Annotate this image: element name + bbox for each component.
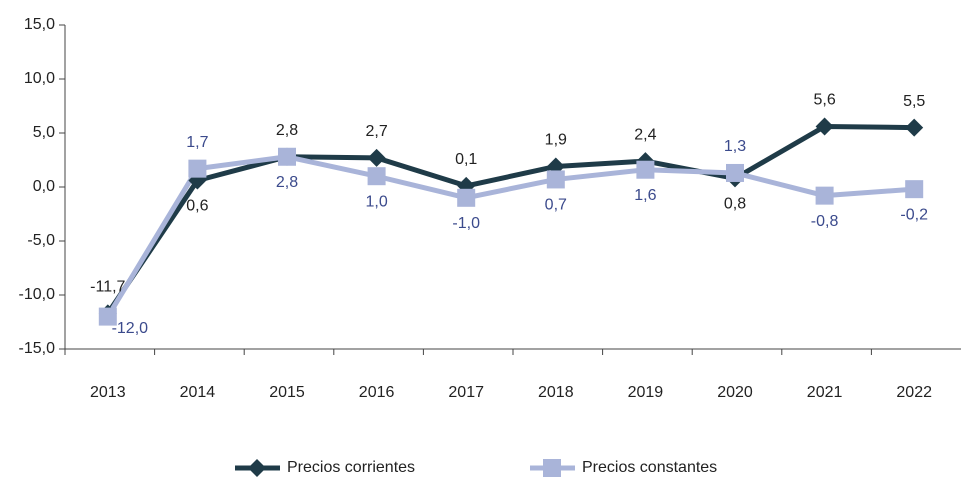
- point: [815, 117, 834, 136]
- value-label: 5,6: [813, 92, 835, 109]
- x-tick-label: 2018: [538, 384, 574, 401]
- x-tick-label: 2017: [448, 384, 484, 401]
- value-label: -12,0: [112, 320, 149, 337]
- value-label: 1,6: [634, 187, 656, 204]
- value-label: 2,8: [276, 122, 298, 139]
- value-label: -1,0: [452, 215, 480, 232]
- y-tick-label: -10,0: [19, 286, 56, 303]
- value-label: 1,0: [365, 193, 387, 210]
- series-line: [105, 154, 915, 318]
- x-tick-label: 2022: [896, 384, 932, 401]
- x-tick-label: 2020: [717, 384, 753, 401]
- value-label: 0,7: [545, 197, 567, 214]
- y-tick-label: 5,0: [33, 124, 55, 141]
- point: [98, 307, 117, 326]
- x-tick-label: 2021: [807, 384, 843, 401]
- x-tick-label: 2015: [269, 384, 305, 401]
- point: [457, 188, 476, 207]
- series-line: [105, 124, 915, 315]
- y-tick-label: 15,0: [24, 16, 55, 33]
- value-label: 0,8: [724, 196, 746, 213]
- point: [726, 163, 744, 182]
- legend-marker: [543, 459, 561, 477]
- point: [815, 186, 834, 205]
- value-label: 2,8: [276, 174, 298, 191]
- point: [367, 148, 386, 167]
- y-tick-label: 0,0: [33, 178, 55, 195]
- y-tick-label: 10,0: [24, 70, 55, 87]
- legend-label: Precios constantes: [582, 459, 717, 476]
- point: [367, 167, 386, 186]
- x-tick-label: 2014: [180, 384, 216, 401]
- value-label: 5,5: [903, 93, 925, 110]
- value-label: -0,2: [900, 206, 928, 223]
- x-tick-label: 2019: [628, 384, 664, 401]
- y-tick-label: -5,0: [27, 232, 55, 249]
- legend-marker: [248, 459, 266, 477]
- legend-label: Precios corrientes: [287, 459, 415, 476]
- x-tick-label: 2013: [90, 384, 126, 401]
- x-tick-label: 2016: [359, 384, 395, 401]
- value-label: 1,3: [724, 138, 746, 155]
- point: [905, 180, 924, 199]
- point: [905, 118, 924, 137]
- value-label: -11,7: [90, 279, 125, 296]
- value-label: 1,9: [545, 132, 567, 149]
- value-label: 1,7: [186, 134, 208, 151]
- point: [278, 147, 296, 166]
- value-label: 0,1: [455, 151, 477, 168]
- value-label: 2,7: [365, 123, 387, 140]
- point: [188, 159, 207, 178]
- y-tick-label: -15,0: [19, 340, 56, 357]
- value-label: -0,8: [811, 213, 839, 230]
- point: [636, 160, 655, 179]
- value-label: 2,4: [634, 126, 656, 143]
- point: [546, 170, 565, 189]
- value-label: 0,6: [186, 198, 208, 215]
